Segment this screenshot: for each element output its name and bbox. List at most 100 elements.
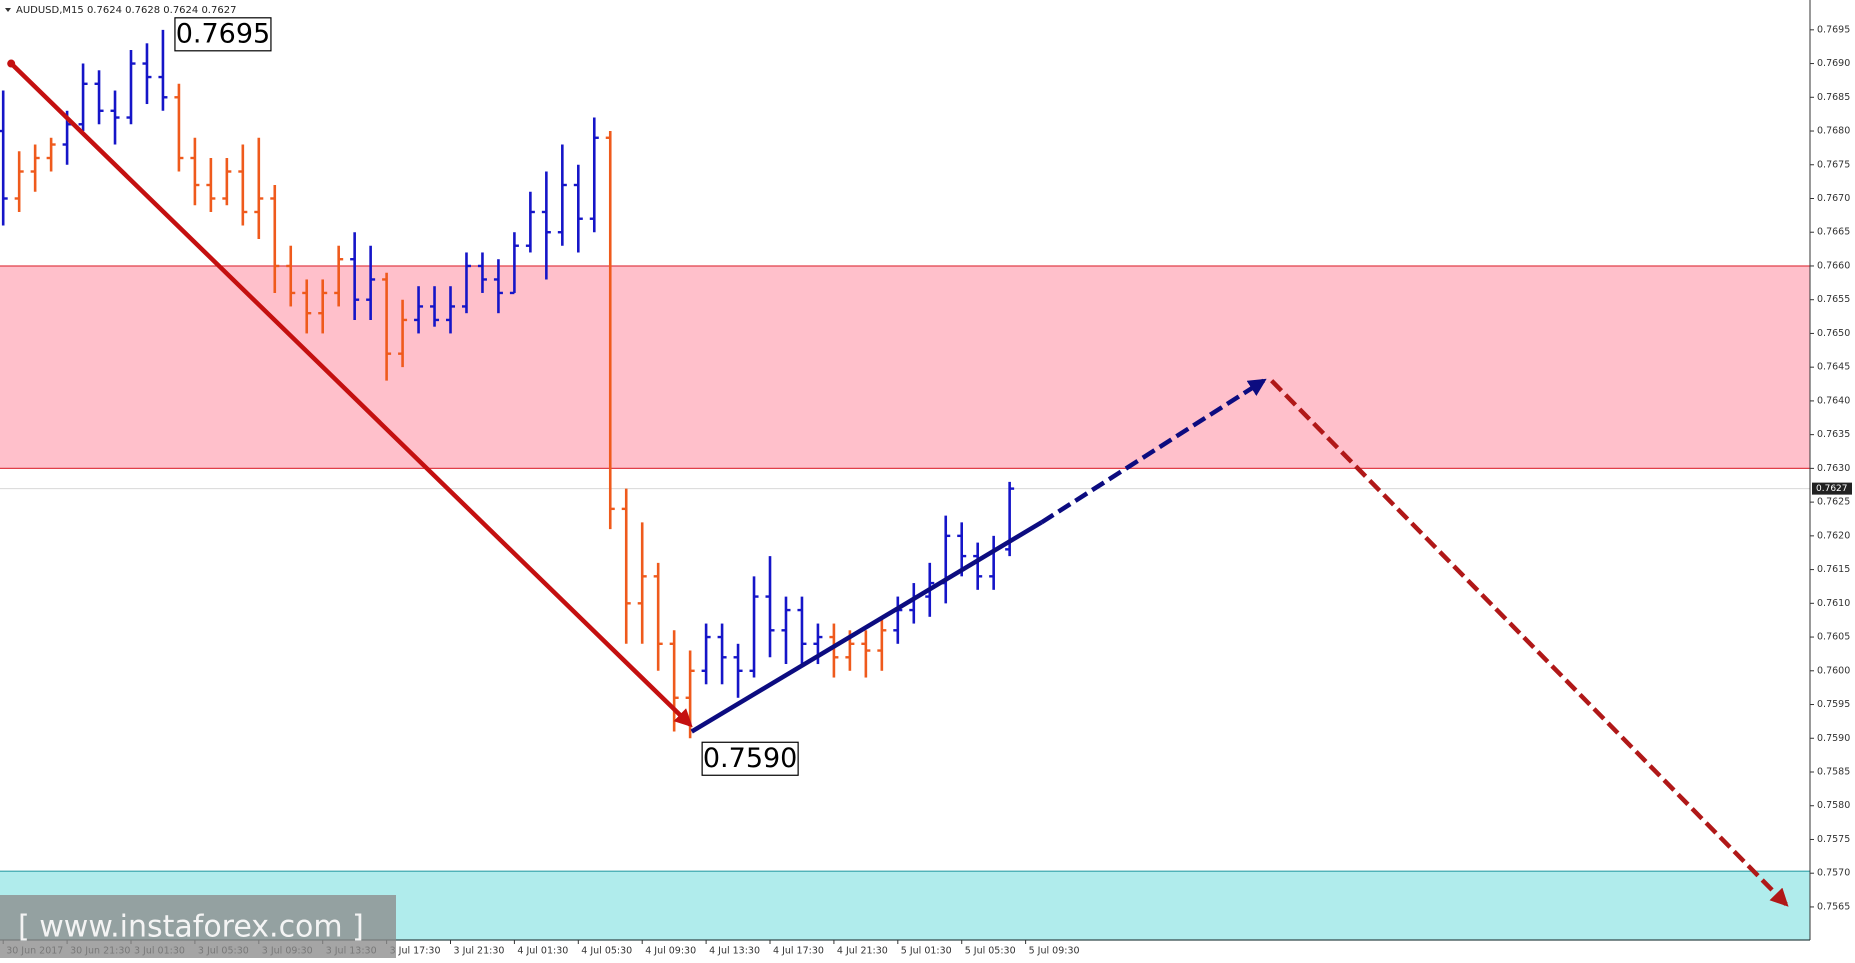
ohlc-bar <box>270 184 280 293</box>
y-tick-label: 0.7640 <box>1817 395 1850 406</box>
last-price-label: 0.7627 <box>1816 484 1848 494</box>
watermark-box <box>0 895 396 958</box>
ohlc-bar <box>541 171 551 280</box>
x-tick-label: 4 Jul 21:30 <box>837 946 888 957</box>
ohlc-bar <box>605 131 615 530</box>
ohlc-bar <box>749 576 759 678</box>
price-label: 0.7590 <box>703 743 797 774</box>
ohlc-bar <box>573 164 583 253</box>
y-tick-label: 0.7650 <box>1817 328 1850 339</box>
y-tick-label: 0.7685 <box>1817 92 1850 103</box>
price-label-box <box>701 741 799 776</box>
ohlc-bar <box>509 232 519 295</box>
ohlc-bar <box>973 542 983 590</box>
ohlc-bar <box>366 245 376 320</box>
title-marker <box>5 8 11 12</box>
ohlc-bar <box>589 117 599 233</box>
x-tick-label: 3 Jul 21:30 <box>454 946 505 957</box>
y-tick-label: 0.7570 <box>1817 868 1850 879</box>
ohlc-bar <box>717 623 727 685</box>
ohlc-bar <box>525 191 535 253</box>
arrow-start <box>7 59 16 68</box>
chart-title: AUDUSD,M15 0.7624 0.7628 0.7624 0.7627 <box>16 5 236 16</box>
ohlc-bar <box>765 556 775 658</box>
ohlc-bar <box>302 279 312 334</box>
ohlc-bar <box>238 144 248 226</box>
ohlc-bar <box>334 245 344 307</box>
y-tick-label: 0.7660 <box>1817 260 1850 271</box>
ohlc-bar <box>174 83 184 172</box>
ohlc-bar <box>286 245 296 307</box>
ohlc-bar <box>446 286 456 334</box>
ohlc-bar <box>126 50 136 125</box>
wave-arrow <box>1270 379 1789 907</box>
x-tick-label: 4 Jul 01:30 <box>517 946 568 957</box>
x-tick-label: 4 Jul 17:30 <box>773 946 824 957</box>
price-label-box <box>174 17 272 52</box>
x-tick-label: 5 Jul 09:30 <box>1029 946 1080 957</box>
ohlc-bar <box>621 488 631 644</box>
ohlc-bar <box>797 596 807 665</box>
y-tick-label: 0.7580 <box>1817 800 1850 811</box>
ohlc-bar <box>557 144 567 246</box>
y-tick-label: 0.7665 <box>1817 227 1850 238</box>
y-tick-label: 0.7620 <box>1817 530 1850 541</box>
ohlc-bar <box>653 562 663 671</box>
ohlc-bar <box>957 522 967 577</box>
ohlc-bar <box>14 151 24 212</box>
ohlc-bar <box>110 90 120 145</box>
y-tick-label: 0.7690 <box>1817 58 1850 69</box>
ohlc-bar <box>158 29 168 111</box>
x-tick-label: 5 Jul 05:30 <box>965 946 1016 957</box>
ohlc-bar <box>398 299 408 368</box>
y-tick-label: 0.7595 <box>1817 699 1850 710</box>
y-tick-label: 0.7645 <box>1817 362 1850 373</box>
ohlc-bar <box>382 272 392 381</box>
y-tick-label: 0.7590 <box>1817 733 1850 744</box>
ohlc-bar <box>829 623 839 678</box>
ohlc-bar <box>0 90 8 226</box>
wave-arrow <box>9 61 693 728</box>
ohlc-bar <box>461 252 471 314</box>
y-tick-label: 0.7625 <box>1817 497 1850 508</box>
wave-arrow <box>1040 378 1267 525</box>
ohlc-bar <box>477 252 487 293</box>
y-tick-label: 0.7630 <box>1817 463 1850 474</box>
x-tick-label: 3 Jul 17:30 <box>390 946 441 957</box>
wave-arrow <box>690 520 1043 734</box>
y-tick-label: 0.7695 <box>1817 24 1850 35</box>
ohlc-bar <box>46 137 56 172</box>
ohlc-bar <box>493 259 503 314</box>
ohlc-bar <box>254 137 264 239</box>
price-label: 0.7695 <box>176 18 270 49</box>
ohlc-bar <box>781 596 791 665</box>
ohlc-bar <box>142 43 152 105</box>
y-tick-label: 0.7565 <box>1817 901 1850 912</box>
x-tick-label: 5 Jul 01:30 <box>901 946 952 957</box>
watermark: [ www.instaforex.com ] <box>18 910 364 945</box>
ohlc-bar <box>733 643 743 698</box>
y-tick-label: 0.7600 <box>1817 665 1850 676</box>
ohlc-bar <box>350 232 360 320</box>
x-tick-label: 4 Jul 09:30 <box>645 946 696 957</box>
y-tick-label: 0.7585 <box>1817 766 1850 777</box>
ohlc-bar <box>414 286 424 334</box>
y-tick-label: 0.7635 <box>1817 429 1850 440</box>
y-tick-label: 0.7575 <box>1817 834 1850 845</box>
ohlc-bar <box>877 616 887 671</box>
ohlc-bar <box>206 158 216 212</box>
y-tick-label: 0.7615 <box>1817 564 1850 575</box>
ohlc-bar <box>861 630 871 678</box>
y-tick-label: 0.7655 <box>1817 294 1850 305</box>
y-tick-label: 0.7670 <box>1817 193 1850 204</box>
ohlc-bar <box>94 70 104 125</box>
ohlc-bar <box>222 158 232 206</box>
y-tick-label: 0.7610 <box>1817 598 1850 609</box>
last-price-tag <box>1812 482 1852 495</box>
ohlc-bar <box>637 522 647 644</box>
ohlc-bar <box>30 144 40 192</box>
ohlc-bar <box>701 623 711 685</box>
ohlc-bar <box>318 279 328 334</box>
